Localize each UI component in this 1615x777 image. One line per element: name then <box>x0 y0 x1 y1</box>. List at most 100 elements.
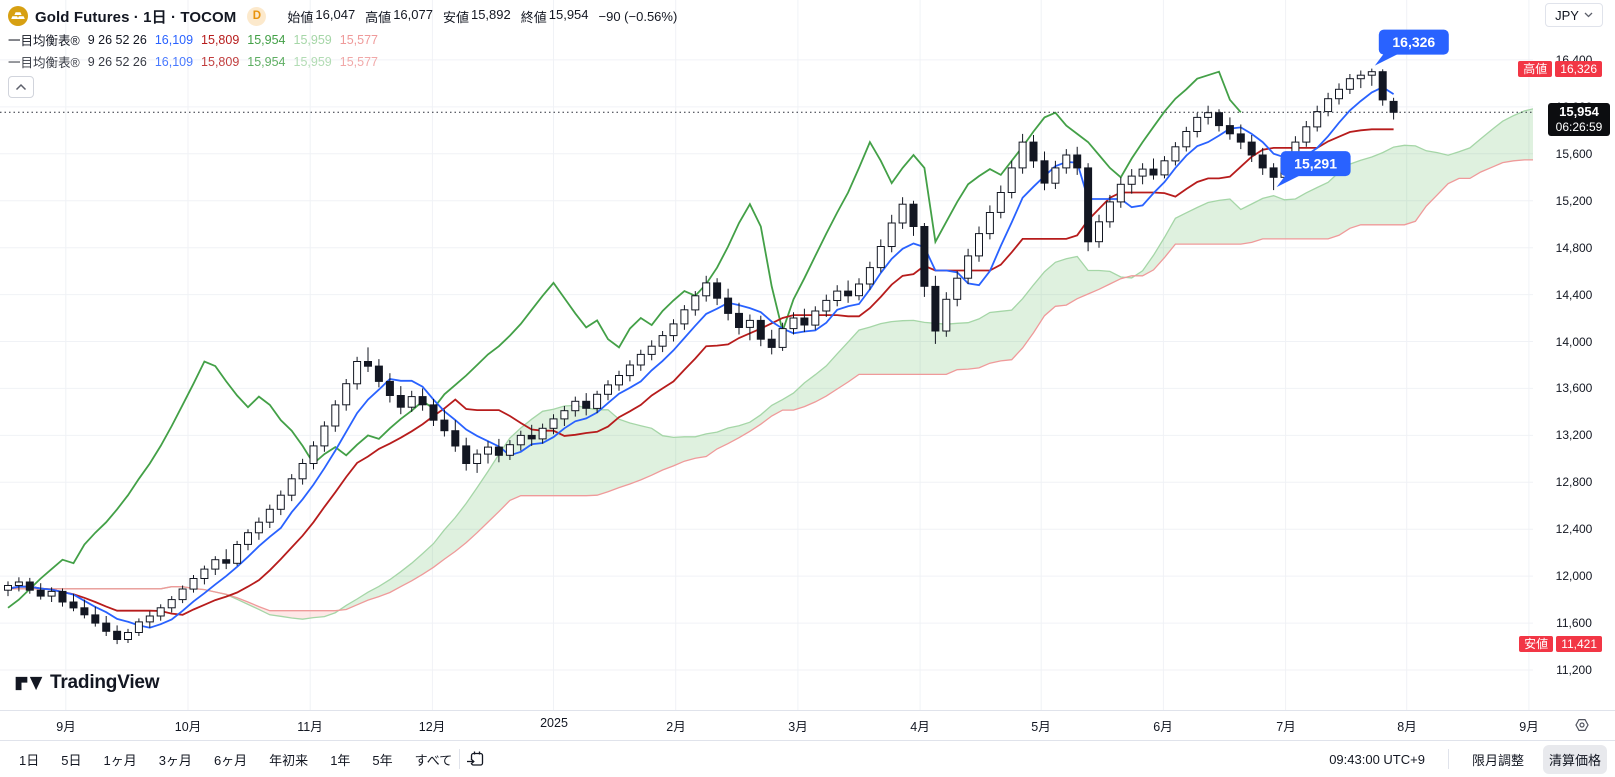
low-price-value: 11,421 <box>1556 636 1602 652</box>
indicator-row-2[interactable]: 一目均衡表® 9 26 52 26 16,109 15,809 15,954 1… <box>8 51 677 72</box>
chart-plot-area[interactable]: 16,326 15,291 Gold Futures · 1日 · TOCOM D… <box>0 0 1547 710</box>
time-axis-label: 3月 <box>788 720 808 734</box>
time-axis-label: 9月 <box>56 720 76 734</box>
symbol-title[interactable]: Gold Futures · 1日 · TOCOM <box>35 8 237 26</box>
kijun-value: 15,809 <box>201 54 240 69</box>
price-axis-label: 13,600 <box>1555 381 1593 395</box>
time-axis-label: 11月 <box>297 720 323 734</box>
toolbar-divider <box>1447 749 1449 769</box>
kijun-sen-line <box>7 128 1394 616</box>
price-axis-label: 14,800 <box>1555 241 1593 255</box>
interval-badge[interactable]: D <box>247 6 267 26</box>
time-axis-label: 4月 <box>910 720 930 734</box>
range-button-5年[interactable]: 5年 <box>369 748 395 771</box>
last-price-label: 15,954 06:26:59 <box>1548 103 1610 136</box>
high-label: 高値 <box>365 9 392 25</box>
symbol-title-row[interactable]: Gold Futures · 1日 · TOCOM D 始値 16,047 高値 1… <box>8 4 677 28</box>
bottom-toolbar: 1日 5日 1ヶ月 3ヶ月 6ヶ月 年初来 1年 5年 すべて 09:43:00 UTC+9 限… <box>0 740 1615 777</box>
senkou-span-b-line <box>8 159 1547 612</box>
time-axis-label: 7月 <box>1276 720 1296 734</box>
axis-settings-button[interactable] <box>1572 715 1592 735</box>
range-button-1日[interactable]: 1日 <box>16 748 42 771</box>
price-axis-label: 12,400 <box>1555 522 1593 536</box>
currency-label: JPY <box>1555 7 1579 23</box>
range-button-1ヶ月[interactable]: 1ヶ月 <box>100 748 139 771</box>
price-axis-label: 11,600 <box>1556 616 1592 630</box>
chart-canvas[interactable]: 16,326 15,291 <box>0 0 1547 710</box>
low-tag: 安値 <box>1519 636 1554 652</box>
time-axis[interactable]: 9月 10月 11月 12月 2025 2月 3月 4月 5月 6月 7月 8月 9月 <box>0 711 1615 740</box>
gold-coin-icon <box>8 6 28 26</box>
tenkan-sen-line <box>7 86 1395 629</box>
indicator-row-1[interactable]: 一目均衡表® 9 26 52 26 16,109 15,809 15,954 1… <box>8 29 677 50</box>
time-axis-label: 6月 <box>1153 720 1173 734</box>
time-axis-border <box>0 710 1615 711</box>
price-axis-label: 12,800 <box>1555 475 1593 489</box>
low-value: 15,892 <box>470 6 511 22</box>
time-axis-label: 2月 <box>666 720 686 734</box>
go-to-date-button[interactable] <box>464 748 487 770</box>
price-axis[interactable]: JPY 高値 16,326 安値 11,421 15,954 06:26:59 … <box>1518 0 1615 710</box>
price-axis-label: 14,000 <box>1555 335 1593 349</box>
svg-text:16,326: 16,326 <box>1392 34 1435 50</box>
range-button-すべて[interactable]: すべて <box>412 748 456 771</box>
price-axis-label: 14,400 <box>1555 288 1593 302</box>
range-button-1年[interactable]: 1年 <box>327 748 353 771</box>
indicator-params: 9 26 52 26 <box>87 32 147 47</box>
price-callout-bubble: 15,291 <box>1276 151 1351 188</box>
range-button-年初来[interactable]: 年初来 <box>266 748 311 771</box>
time-axis-label: 10月 <box>174 720 202 734</box>
close-label: 終値 <box>520 9 547 25</box>
toolbar-right-group: 09:43:00 UTC+9 限月調整 清算価格 <box>1323 744 1607 774</box>
close-value: 15,954 <box>548 6 589 22</box>
time-axis-label: 5月 <box>1031 720 1051 734</box>
indicator-name: 一目均衡表® <box>8 56 80 70</box>
open-label: 始値 <box>287 9 314 25</box>
open-value: 16,047 <box>315 6 356 22</box>
chikou-value: 15,954 <box>247 54 286 69</box>
change-value: −90 (−0.56%) <box>598 8 678 24</box>
calendar-arrow-icon <box>466 750 485 768</box>
low-label: 安値 <box>442 9 469 25</box>
gear-icon <box>1574 717 1590 733</box>
tenkan-value: 16,109 <box>154 32 194 47</box>
high-price-badge: 高値 16,326 <box>1518 61 1602 77</box>
clock-timezone-button[interactable]: 09:43:00 UTC+9 <box>1323 751 1431 768</box>
indicator-params: 9 26 52 26 <box>87 54 147 69</box>
svg-text:15,291: 15,291 <box>1294 156 1337 172</box>
senkou-b-value: 15,577 <box>339 54 378 69</box>
last-price-value: 15,954 <box>1559 104 1599 119</box>
kumo-cloud-bullish <box>8 108 1547 613</box>
senkou-b-value: 15,577 <box>339 32 378 47</box>
high-value: 16,077 <box>393 6 433 22</box>
contract-adjust-button[interactable]: 限月調整 <box>1466 745 1530 774</box>
chikou-value: 15,954 <box>247 32 286 47</box>
high-tag: 高値 <box>1518 61 1553 77</box>
range-button-3ヶ月[interactable]: 3ヶ月 <box>156 748 195 771</box>
price-axis-label: 12,000 <box>1555 569 1593 583</box>
time-axis-label: 9月 <box>1519 720 1539 734</box>
senkou-a-value: 15,959 <box>293 54 332 69</box>
chart-legend: Gold Futures · 1日 · TOCOM D 始値 16,047 高値 1… <box>8 4 677 72</box>
range-button-5日[interactable]: 5日 <box>58 748 84 771</box>
price-callout-bubble: 16,326 <box>1374 29 1449 66</box>
senkou-span-a-line <box>8 107 1547 620</box>
date-range-switcher: 1日 5日 1ヶ月 3ヶ月 6ヶ月 年初来 1年 5年 すべて <box>0 748 455 771</box>
chikou-span-line <box>7 70 1242 609</box>
tradingview-logo[interactable]: TradingView <box>14 672 160 694</box>
range-button-6ヶ月[interactable]: 6ヶ月 <box>211 748 250 771</box>
currency-button[interactable]: JPY <box>1545 3 1603 27</box>
tenkan-value: 16,109 <box>154 54 194 69</box>
indicator-name: 一目均衡表® <box>8 34 80 48</box>
chevron-up-icon <box>15 83 27 91</box>
price-axis-label: 13,200 <box>1555 428 1593 442</box>
settlement-price-button[interactable]: 清算価格 <box>1542 744 1607 774</box>
legend-collapse-button[interactable] <box>8 76 34 98</box>
toolbar-divider <box>459 749 461 769</box>
price-chart-svg: 16,326 15,291 <box>0 0 1547 710</box>
time-axis-label: 12月 <box>418 720 446 734</box>
price-axis-label: 15,600 <box>1555 147 1593 161</box>
time-axis-label: 2025 <box>540 716 568 730</box>
price-axis-label: 11,200 <box>1556 663 1592 677</box>
